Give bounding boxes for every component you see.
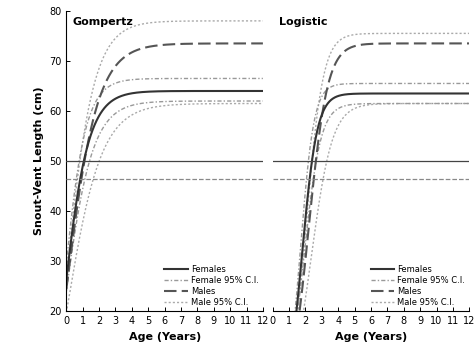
Text: Logistic: Logistic	[279, 17, 327, 27]
X-axis label: Age (Years): Age (Years)	[335, 332, 407, 342]
Legend: Females, Female 95% C.I., Males, Male 95% C.I.: Females, Female 95% C.I., Males, Male 95…	[369, 263, 467, 309]
X-axis label: Age (Years): Age (Years)	[128, 332, 201, 342]
Y-axis label: Snout-Vent Length (cm): Snout-Vent Length (cm)	[34, 87, 44, 235]
Legend: Females, Female 95% C.I., Males, Male 95% C.I.: Females, Female 95% C.I., Males, Male 95…	[163, 263, 260, 309]
Text: Gompertz: Gompertz	[72, 17, 133, 27]
